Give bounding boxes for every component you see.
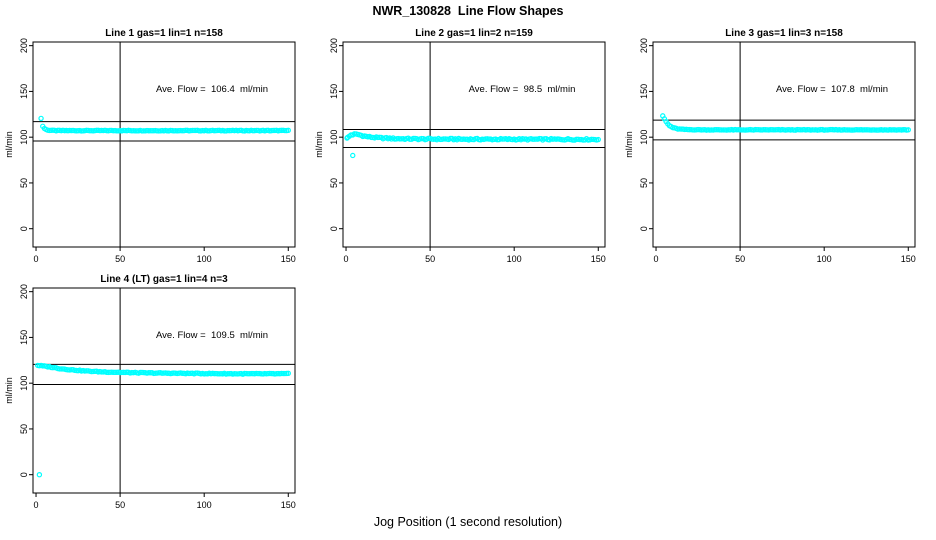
panel-line-3: 0 50 100 150 0 50 100 150 200 ml/min Line 3 gas=1…: [620, 26, 927, 278]
y-tick-label: 0: [639, 226, 649, 231]
x-tick-label: 0: [34, 500, 39, 510]
x-tick-label: 0: [344, 254, 349, 264]
panel-line-4-plot: 0 50 100 150 0 50 100 150 200 ml/min: [4, 284, 296, 510]
ave-flow-annotation: Ave. Flow = 106.4 ml/min: [155, 84, 269, 95]
y-tick-label: 50: [19, 178, 29, 188]
panel-line-3-plot: 0 50 100 150 0 50 100 150 200 ml/min: [624, 38, 916, 264]
y-axis-label: ml/min: [4, 131, 14, 158]
ave-flow-annotation: Ave. Flow = 107.8 ml/min: [775, 84, 889, 95]
x-tick-label: 50: [115, 254, 125, 264]
y-tick-label: 150: [329, 84, 339, 99]
panel-line-2: 0 50 100 150 0 50 100 150 200 ml/min Line 2 gas=1…: [310, 26, 617, 278]
x-tick-label: 150: [591, 254, 606, 264]
x-tick-label: 100: [197, 254, 212, 264]
y-tick-label: 200: [639, 38, 649, 53]
chart-title: NWR_130828 Line Flow Shapes: [372, 4, 564, 18]
plot-box: [342, 41, 606, 248]
y-axis-label: ml/min: [624, 131, 634, 158]
x-tick-label: 0: [654, 254, 659, 264]
x-tick-label: 150: [281, 500, 296, 510]
y-tick-label: 100: [639, 130, 649, 145]
y-axis-label: ml/min: [4, 377, 14, 404]
y-tick-label: 100: [19, 376, 29, 391]
scatter-points: [35, 362, 291, 478]
y-axis-label: ml/min: [314, 131, 324, 158]
y-tick-label: 50: [19, 424, 29, 434]
panel-line-1-plot: 0 50 100 150 0 50 100 150 200 ml/min: [4, 38, 296, 264]
y-tick-label: 0: [19, 472, 29, 477]
y-tick-label: 50: [329, 178, 339, 188]
panel-line-1: 0 50 100 150 0 50 100 150 200 ml/min Line 1 gas=1…: [0, 26, 307, 278]
plot-box: [32, 287, 296, 494]
x-tick-label: 0: [34, 254, 39, 264]
x-tick-label: 50: [425, 254, 435, 264]
ave-flow-annotation: Ave. Flow = 109.5 ml/min: [155, 330, 269, 341]
y-tick-label: 150: [19, 84, 29, 99]
y-tick-label: 0: [19, 226, 29, 231]
x-tick-label: 150: [281, 254, 296, 264]
ave-flow-annotation: Ave. Flow = 98.5 ml/min: [468, 84, 576, 95]
x-tick-label: 150: [901, 254, 916, 264]
y-tick-label: 150: [639, 84, 649, 99]
y-tick-label: 0: [329, 226, 339, 231]
scatter-points: [344, 131, 601, 159]
y-tick-label: 150: [19, 330, 29, 345]
scatter-points: [38, 115, 291, 134]
panel-title: Line 1 gas=1 lin=1 n=158: [105, 28, 223, 39]
x-axis-label: Jog Position (1 second resolution): [373, 515, 563, 529]
x-tick-label: 100: [817, 254, 832, 264]
panel-title: Line 4 (LT) gas=1 lin=4 n=3: [100, 274, 228, 285]
y-tick-label: 100: [19, 130, 29, 145]
panel-line-2-plot: 0 50 100 150 0 50 100 150 200 ml/min: [314, 38, 606, 264]
panel-title: Line 2 gas=1 lin=2 n=159: [415, 28, 533, 39]
plot-box: [32, 41, 296, 248]
y-tick-label: 100: [329, 130, 339, 145]
y-tick-label: 200: [19, 284, 29, 299]
panel-title: Line 3 gas=1 lin=3 n=158: [725, 28, 843, 39]
plot-box: [652, 41, 916, 248]
x-tick-label: 50: [735, 254, 745, 264]
y-tick-label: 200: [19, 38, 29, 53]
y-tick-label: 200: [329, 38, 339, 53]
x-tick-label: 100: [507, 254, 522, 264]
y-tick-label: 50: [639, 178, 649, 188]
x-tick-label: 100: [197, 500, 212, 510]
panel-line-4: 0 50 100 150 0 50 100 150 200 ml/min Line 4 (LT) …: [0, 272, 307, 524]
scatter-points: [660, 113, 911, 133]
x-tick-label: 50: [115, 500, 125, 510]
